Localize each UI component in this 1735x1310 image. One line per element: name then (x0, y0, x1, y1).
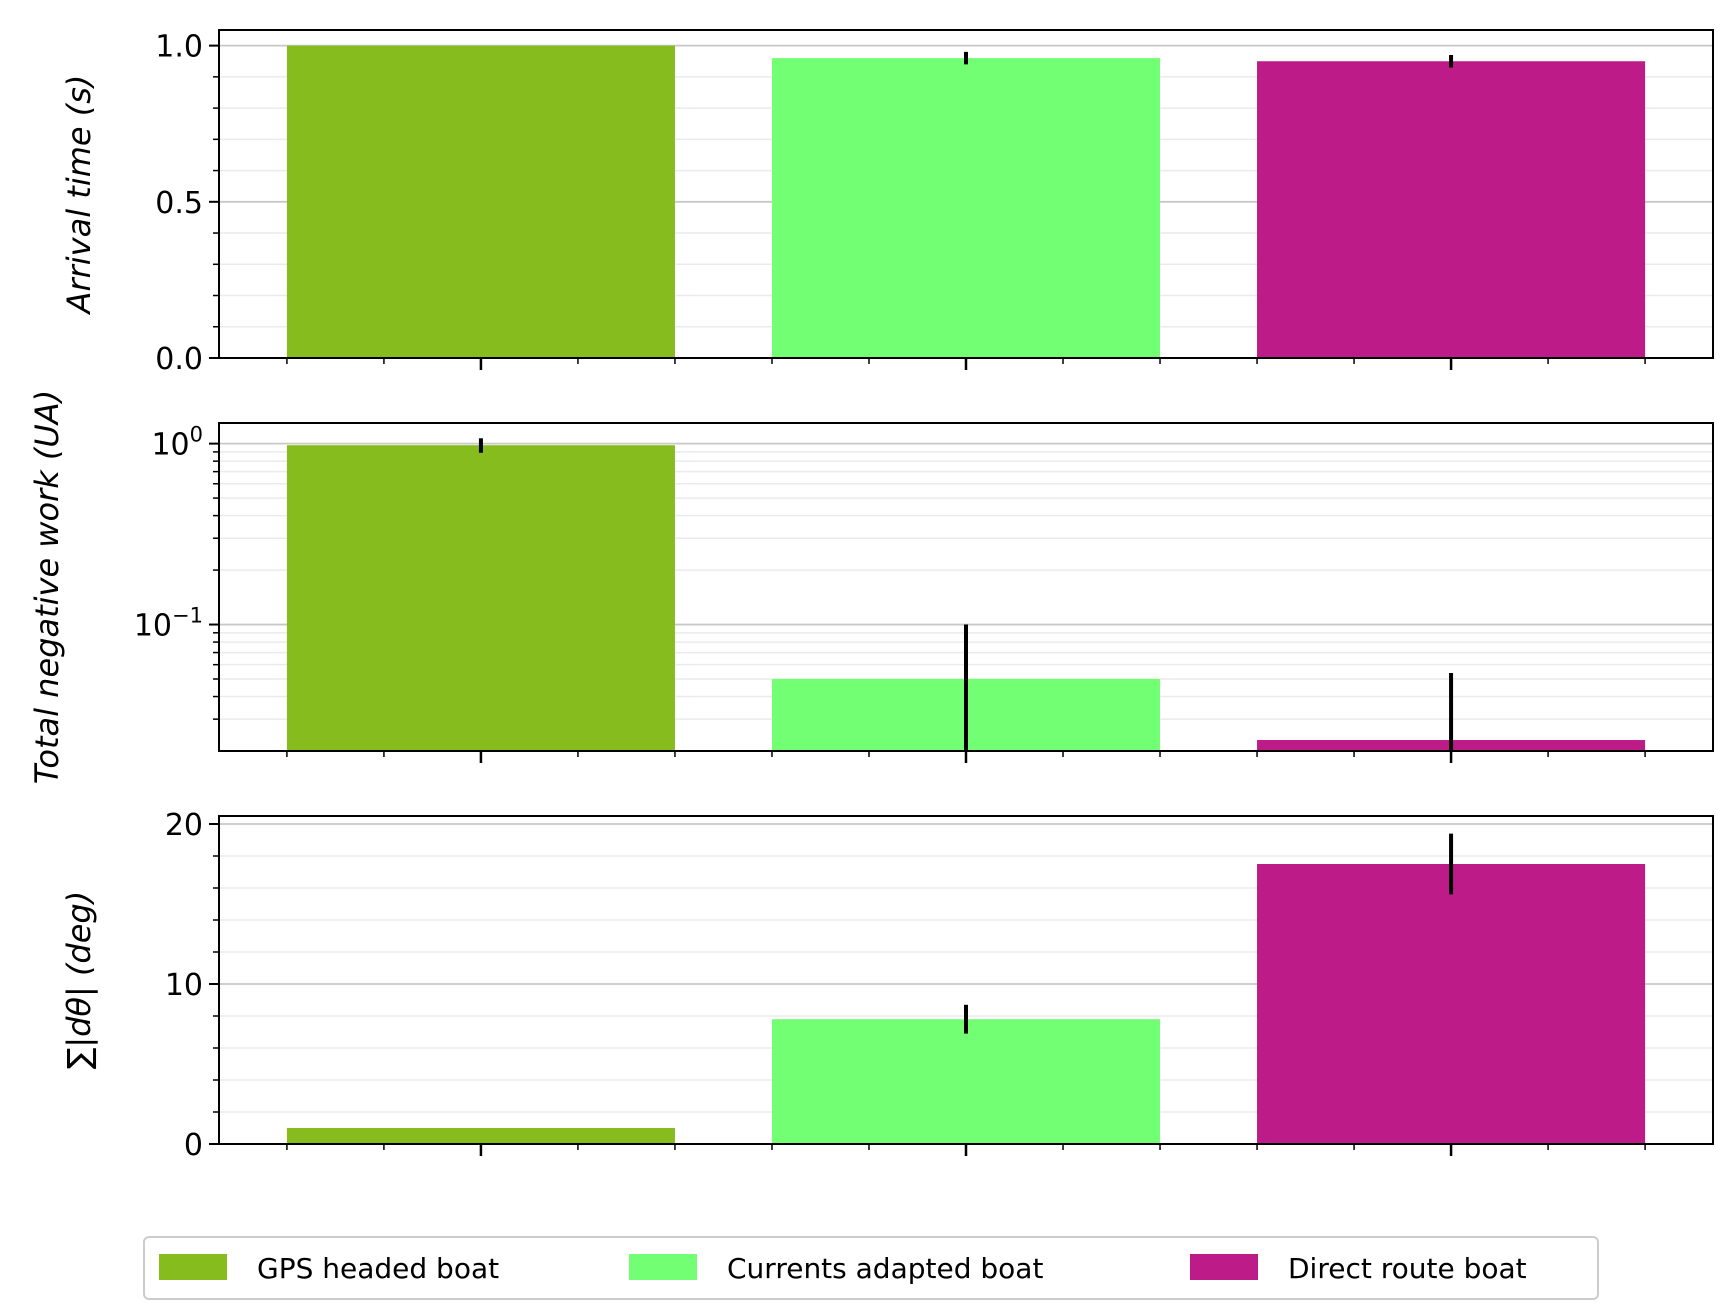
bar (771, 58, 1161, 358)
bar (286, 445, 675, 751)
chart-panel-1: 0.0 0.5 1.0 Arrival time (s) (60, 29, 1714, 377)
axes-frame (218, 815, 1714, 1145)
y-tick-label: 10 (165, 968, 203, 1003)
legend-label: GPS headed boat (257, 1252, 499, 1285)
legend-swatch (1190, 1254, 1258, 1280)
bar (286, 1128, 675, 1144)
y-tick-label: 100 (151, 423, 203, 463)
y-axis-label: ∑|dθ| (deg) (60, 891, 98, 1069)
bar (1257, 61, 1646, 358)
y-tick-label: 0 (184, 1128, 203, 1163)
axes-frame (218, 422, 1714, 752)
legend-label: Currents adapted boat (727, 1252, 1043, 1285)
y-axis-label: Arrival time (s) (60, 75, 98, 316)
legend-swatch (629, 1254, 697, 1280)
bar (286, 45, 675, 358)
y-tick-label: 20 (165, 808, 203, 843)
bar (1257, 864, 1646, 1144)
legend-label: Direct route boat (1288, 1252, 1527, 1285)
bar (771, 1019, 1161, 1144)
y-tick-label: 0.5 (155, 186, 203, 221)
legend-frame (143, 1236, 1599, 1300)
legend-swatch (159, 1254, 227, 1280)
y-tick-label: 1.0 (155, 30, 203, 65)
legend: GPS headed boat Currents adapted boat Dire… (143, 1236, 1599, 1300)
y-tick-label: 0.0 (155, 342, 203, 377)
chart-panel-2: 10−1 100 Total negative work (UA) (28, 390, 1714, 784)
axes-frame (218, 29, 1714, 359)
y-axis-label: Total negative work (UA) (28, 390, 66, 784)
y-tick-label: 10−1 (134, 604, 203, 644)
chart-panel-3: 0 10 20 ∑|dθ| (deg) (60, 808, 1714, 1163)
